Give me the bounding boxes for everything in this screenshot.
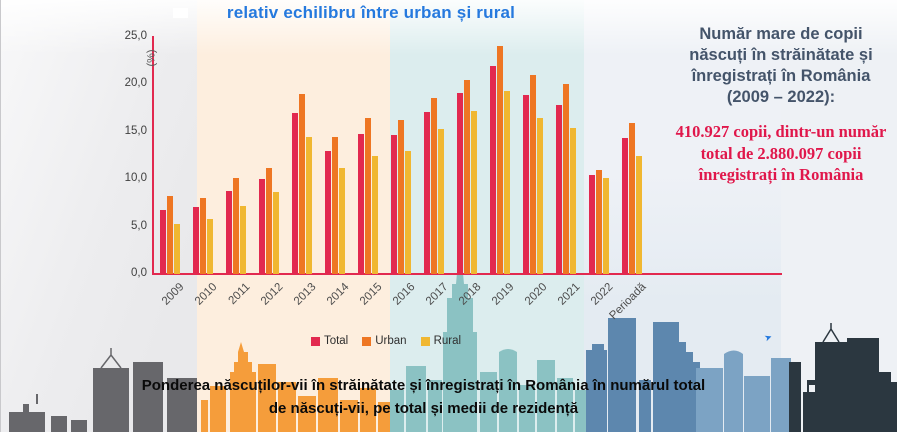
right-panel: Număr mare de copii născuți în străinăta…: [669, 24, 893, 186]
y-axis-line: [152, 36, 154, 275]
bar-total-2013: [292, 112, 298, 274]
caption-line-1: Ponderea născuților-vii în străinătate ș…: [141, 377, 706, 394]
bar-urban-2022: [596, 169, 602, 274]
legend-swatch-urban: [362, 336, 372, 346]
bar-rural-Perioadă: [636, 155, 642, 274]
bar-total-2015: [358, 133, 364, 274]
bar-urban-2018: [464, 79, 470, 274]
bar-urban-2021: [563, 84, 569, 274]
bar-rural-2012: [273, 191, 279, 274]
bar-urban-2019: [497, 45, 503, 274]
y-axis-tick-15,0: 15,0: [124, 124, 147, 137]
bar-urban-2015: [365, 117, 371, 274]
y-axis-tick-5,0: 5,0: [131, 219, 147, 232]
bar-urban-2012: [266, 167, 272, 274]
y-axis-unit-label: (%): [145, 49, 158, 67]
bar-total-2012: [259, 179, 265, 274]
bar-total-2019: [490, 66, 496, 274]
legend-swatch-total: [310, 336, 320, 346]
bar-rural-2015: [372, 155, 378, 274]
x-axis-line: [152, 273, 782, 275]
legend-swatch-rural: [420, 336, 430, 346]
bar-rural-2018: [471, 110, 477, 274]
bar-rural-2010: [207, 219, 213, 274]
skyline-blue-icon: [584, 300, 791, 432]
skyline-teal-icon: [390, 240, 586, 432]
bar-total-2016: [391, 134, 397, 274]
bar-rural-2011: [240, 205, 246, 274]
bar-total-2017: [424, 111, 430, 274]
bar-rural-2016: [405, 150, 411, 274]
bar-urban-2016: [398, 120, 404, 274]
bar-rural-2013: [306, 137, 312, 274]
legend-item-total: Total: [310, 335, 349, 347]
bar-total-2011: [226, 190, 232, 274]
skyline-gray-icon: [1, 330, 197, 432]
caption-line-2: de născuți-vii, pe total și medii de rez…: [268, 399, 579, 417]
bar-total-2014: [325, 150, 331, 274]
bar-urban-Perioadă: [629, 123, 635, 274]
y-axis-tick-20,0: 20,0: [124, 77, 147, 90]
top-white-fade: [1, 0, 897, 55]
legend-label-total: Total: [323, 335, 349, 347]
legend-item-urban: Urban: [362, 335, 407, 347]
y-axis-tick-10,0: 10,0: [124, 172, 147, 185]
legend-label-urban: Urban: [375, 335, 407, 347]
bar-total-2021: [556, 105, 562, 274]
bar-total-2010: [193, 206, 199, 274]
bar-urban-2020: [530, 74, 536, 274]
bar-urban-2014: [332, 137, 338, 274]
caption: Ponderea născuților-vii în străinătate ș…: [101, 375, 746, 420]
bar-total-2009: [160, 209, 166, 274]
bar-total-2022: [589, 175, 595, 274]
skyline-charcoal-icon: [787, 320, 897, 432]
bar-total-2018: [457, 92, 463, 274]
skyline-orange-icon: [197, 330, 390, 432]
legend: Total Urban Rural: [276, 335, 496, 347]
legend-item-rural: Rural: [420, 335, 462, 347]
bar-urban-2009: [167, 196, 173, 274]
white-patch: [173, 8, 188, 18]
bar-rural-2009: [174, 223, 180, 274]
bar-total-2020: [523, 94, 529, 274]
y-axis-tick-25,0: 25,0: [124, 30, 147, 42]
bar-rural-2021: [570, 128, 576, 274]
bar-rural-2020: [537, 117, 543, 274]
bar-rural-2022: [603, 178, 609, 274]
right-panel-heading: Număr mare de copii născuți în străinăta…: [689, 25, 873, 107]
bar-urban-2017: [431, 97, 437, 274]
bar-total-Perioadă: [622, 138, 628, 274]
bar-rural-2019: [504, 91, 510, 274]
chart-title: relativ echilibru între urban și rural: [226, 3, 516, 22]
bar-rural-2014: [339, 167, 345, 274]
legend-label-rural: Rural: [433, 335, 462, 347]
bar-rural-2017: [438, 128, 444, 274]
y-axis-tick-0,0: 0,0: [131, 267, 147, 279]
bar-urban-2013: [299, 93, 305, 274]
right-panel-highlight: 410.927 copii, dintr-un număr total de 2…: [675, 122, 887, 185]
bar-urban-2011: [233, 178, 239, 274]
bar-urban-2010: [200, 198, 206, 274]
